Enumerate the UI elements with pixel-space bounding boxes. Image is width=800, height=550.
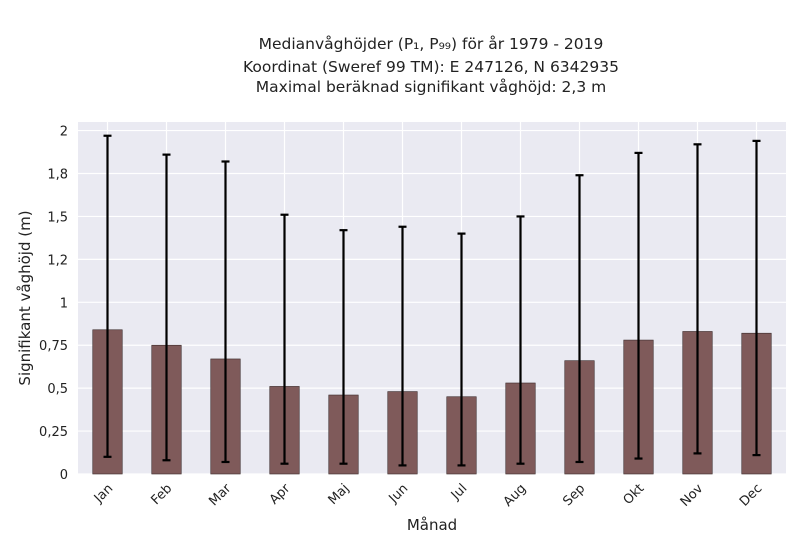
chart-title-line-3: Maximal beräknad signifikant våghöjd: 2,… xyxy=(255,78,607,96)
x-tick-label: Sep xyxy=(560,481,588,509)
errorbar-maj xyxy=(339,229,348,465)
errorbar-jul xyxy=(457,232,466,467)
x-tick-label: Jul xyxy=(448,481,470,503)
y-tick-label: 0,5 xyxy=(47,382,68,397)
error-bars xyxy=(103,134,761,467)
x-tick-label: Aug xyxy=(501,481,530,510)
errorbar-apr xyxy=(280,213,289,465)
errorbar-jun xyxy=(398,225,407,467)
y-tick-label: 0 xyxy=(60,468,68,483)
x-tick-label: Apr xyxy=(267,481,294,508)
errorbar-jan xyxy=(103,134,112,458)
x-axis-label: Månad xyxy=(407,516,457,534)
errorbar-dec xyxy=(752,139,761,457)
y-axis-label: Signifikant våghöjd (m) xyxy=(16,210,34,385)
y-tick-label: 1,5 xyxy=(47,210,68,225)
y-tick-label: 0,75 xyxy=(39,339,68,354)
x-tick-label: Okt xyxy=(621,481,648,508)
errorbar-mar xyxy=(221,160,230,464)
errorbar-okt xyxy=(634,151,643,460)
y-tick-label: 1,2 xyxy=(47,253,68,268)
chart-title-line-1: Medianvåghöjder (P₁, P₉₉) för år 1979 - … xyxy=(258,35,604,53)
y-tick-label: 1 xyxy=(60,296,68,311)
x-tick-label: Feb xyxy=(148,481,175,508)
x-axis-ticks: Jan Feb Mar Apr Maj Jun Jul Aug Sep Okt Nov Dec xyxy=(91,481,765,510)
x-tick-label: Nov xyxy=(678,481,707,510)
x-tick-label: Jan xyxy=(91,481,116,506)
y-tick-label: 1,8 xyxy=(47,168,68,183)
chart-title-line-2: Koordinat (Sweref 99 TM): E 247126, N 63… xyxy=(243,58,619,76)
x-tick-label: Mar xyxy=(206,481,234,509)
x-tick-label: Maj xyxy=(326,481,353,508)
y-tick-label: 0,25 xyxy=(39,425,68,440)
errorbar-aug xyxy=(516,215,525,465)
plot-area xyxy=(78,122,786,474)
errorbar-nov xyxy=(693,143,702,455)
x-tick-label: Dec xyxy=(737,481,765,509)
x-tick-label: Jun xyxy=(386,481,412,507)
y-axis-ticks: 0 0,25 0,5 0,75 1 1,2 1,5 1,8 2 xyxy=(39,125,68,483)
errorbar-sep xyxy=(575,174,584,464)
y-tick-label: 2 xyxy=(60,125,68,140)
errorbar-feb xyxy=(162,153,171,462)
